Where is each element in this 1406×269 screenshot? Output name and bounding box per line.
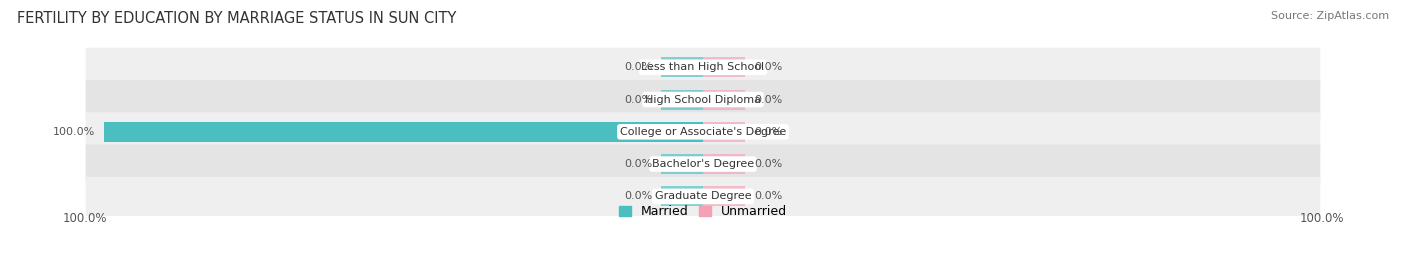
FancyBboxPatch shape (86, 177, 1320, 216)
Text: 0.0%: 0.0% (754, 62, 782, 72)
Bar (703, 154, 745, 174)
Legend: Married, Unmarried: Married, Unmarried (613, 200, 793, 223)
Text: 100.0%: 100.0% (1299, 212, 1344, 225)
Text: High School Diploma: High School Diploma (645, 94, 761, 105)
Text: 0.0%: 0.0% (754, 127, 782, 137)
Text: 0.0%: 0.0% (624, 62, 652, 72)
FancyBboxPatch shape (86, 80, 1320, 119)
Text: Bachelor's Degree: Bachelor's Degree (652, 159, 754, 169)
Text: Graduate Degree: Graduate Degree (655, 191, 751, 201)
Text: 0.0%: 0.0% (754, 159, 782, 169)
Bar (661, 57, 703, 77)
Text: 0.0%: 0.0% (754, 94, 782, 105)
FancyBboxPatch shape (86, 112, 1320, 151)
FancyBboxPatch shape (86, 48, 1320, 87)
FancyBboxPatch shape (86, 144, 1320, 184)
Bar (703, 186, 745, 206)
Text: 100.0%: 100.0% (53, 127, 96, 137)
Bar (104, 122, 703, 142)
Text: Source: ZipAtlas.com: Source: ZipAtlas.com (1271, 11, 1389, 21)
Bar (661, 154, 703, 174)
Bar (703, 122, 745, 142)
Text: Less than High School: Less than High School (641, 62, 765, 72)
Text: 0.0%: 0.0% (624, 191, 652, 201)
Text: 0.0%: 0.0% (624, 159, 652, 169)
Text: College or Associate's Degree: College or Associate's Degree (620, 127, 786, 137)
Bar (703, 57, 745, 77)
Bar (661, 90, 703, 109)
Bar (703, 90, 745, 109)
Bar (661, 186, 703, 206)
Text: 0.0%: 0.0% (624, 94, 652, 105)
Text: FERTILITY BY EDUCATION BY MARRIAGE STATUS IN SUN CITY: FERTILITY BY EDUCATION BY MARRIAGE STATU… (17, 11, 456, 26)
Text: 0.0%: 0.0% (754, 191, 782, 201)
Text: 100.0%: 100.0% (62, 212, 107, 225)
